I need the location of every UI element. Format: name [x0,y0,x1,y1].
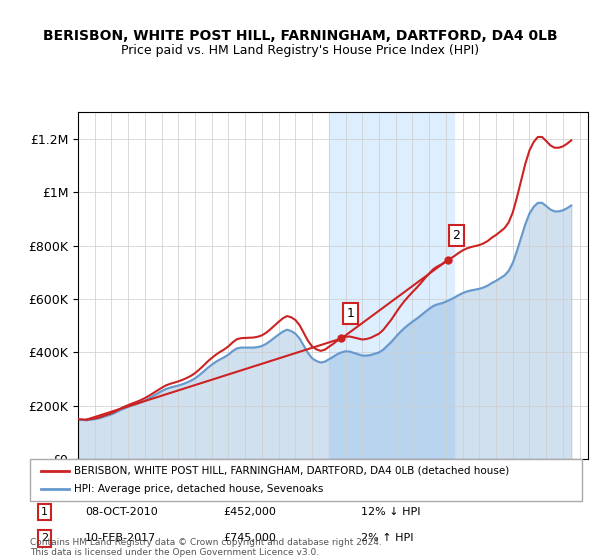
Text: 12% ↓ HPI: 12% ↓ HPI [361,507,421,517]
Text: Contains HM Land Registry data © Crown copyright and database right 2024.
This d: Contains HM Land Registry data © Crown c… [30,538,382,557]
Text: 08-OCT-2010: 08-OCT-2010 [85,507,158,517]
Text: 2: 2 [41,534,48,543]
Text: £745,000: £745,000 [223,534,276,543]
Text: 10-FEB-2017: 10-FEB-2017 [85,534,157,543]
Text: 2% ↑ HPI: 2% ↑ HPI [361,534,414,543]
Text: 1: 1 [41,507,48,517]
Text: 2: 2 [452,229,460,242]
Bar [329,112,454,459]
Text: BERISBON, WHITE POST HILL, FARNINGHAM, DARTFORD, DA4 0LB (detached house): BERISBON, WHITE POST HILL, FARNINGHAM, D… [74,466,509,476]
Text: £452,000: £452,000 [223,507,276,517]
Text: BERISBON, WHITE POST HILL, FARNINGHAM, DARTFORD, DA4 0LB: BERISBON, WHITE POST HILL, FARNINGHAM, D… [43,29,557,44]
Text: Price paid vs. HM Land Registry's House Price Index (HPI): Price paid vs. HM Land Registry's House … [121,44,479,57]
FancyBboxPatch shape [30,459,582,501]
Text: HPI: Average price, detached house, Sevenoaks: HPI: Average price, detached house, Seve… [74,484,323,494]
Text: 1: 1 [346,307,354,320]
